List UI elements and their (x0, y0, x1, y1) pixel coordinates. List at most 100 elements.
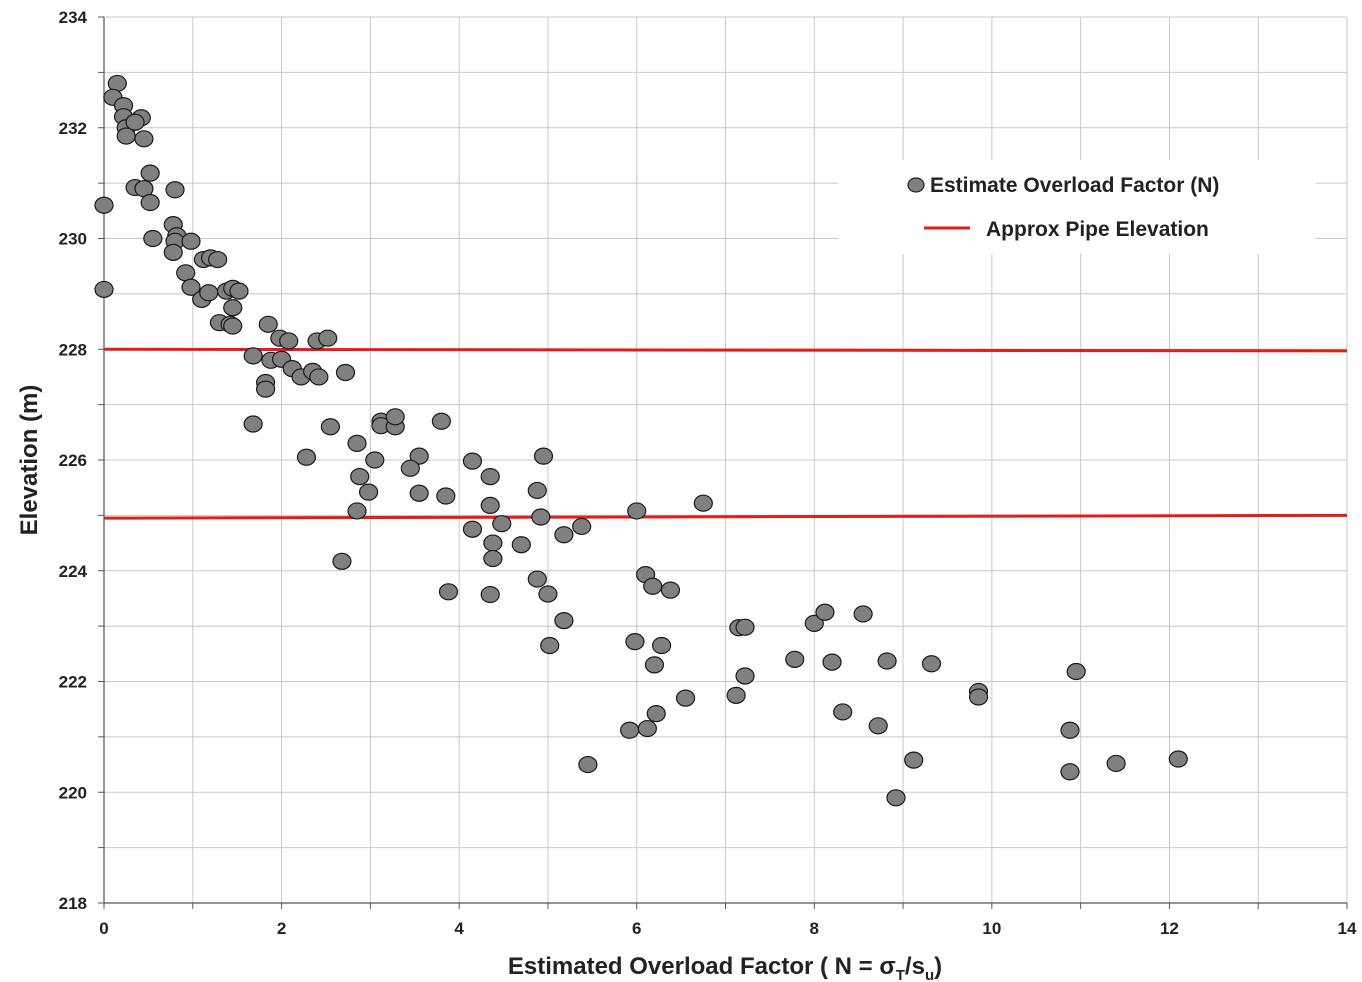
data-point (400, 459, 420, 477)
data-point (134, 130, 154, 148)
data-point (675, 689, 696, 707)
x-axis-title: Estimated Overload Factor ( N = σT/su) (508, 953, 942, 982)
x-axis-title-mid: /s (905, 953, 925, 980)
data-point (176, 264, 196, 282)
data-point (165, 181, 185, 199)
data-point (527, 481, 547, 500)
data-point (822, 653, 842, 671)
data-point (646, 705, 666, 723)
data-point (804, 614, 824, 632)
data-point (462, 520, 483, 538)
y-tick-label: 218 (59, 894, 87, 913)
data-point (208, 250, 228, 269)
y-tick-label: 224 (59, 562, 88, 581)
data-point (578, 755, 598, 774)
data-point (320, 418, 341, 436)
legend-marker-points (907, 177, 925, 193)
x-tick-label: 8 (810, 919, 819, 938)
y-tick-labels: 218 220 222 224 226 228 230 232 234 (59, 8, 88, 913)
x-axis-title-main: Estimated Overload Factor ( N = σ (508, 953, 896, 980)
data-point (693, 494, 713, 512)
data-point (660, 581, 681, 599)
data-point (347, 502, 367, 520)
data-point (480, 585, 500, 604)
data-point (1106, 754, 1126, 773)
data-point (531, 508, 551, 526)
x-axis-title-end: ) (934, 953, 942, 980)
legend-label-points: Estimate Overload Factor (N) (930, 174, 1219, 197)
data-point (116, 127, 136, 145)
data-point (651, 636, 672, 655)
y-tick-label: 226 (59, 451, 87, 470)
pipe-elevation-line (103, 513, 1348, 520)
data-point (255, 380, 276, 398)
data-point (644, 656, 665, 674)
x-axis-title-sub2: u (925, 967, 934, 982)
data-point (243, 415, 263, 433)
data-point (572, 517, 592, 536)
data-point (279, 332, 299, 350)
data-point (163, 243, 183, 261)
data-point (483, 549, 503, 568)
y-tick-label: 234 (59, 8, 88, 27)
data-point (350, 468, 370, 486)
data-point (833, 703, 853, 721)
x-axis-title-sub1: T (896, 967, 905, 982)
data-point (385, 408, 405, 426)
data-point (409, 484, 429, 502)
x-tick-label: 6 (632, 919, 641, 938)
y-axis-title: Elevation (m) (16, 385, 43, 536)
legend-box (838, 160, 1316, 254)
data-point (625, 633, 645, 651)
data-point (735, 667, 755, 685)
data-point (140, 193, 160, 212)
data-point (223, 317, 243, 335)
pipe-elevation-line (103, 347, 1348, 353)
data-point (785, 650, 805, 668)
x-tick-label: 12 (1160, 919, 1179, 938)
data-point (511, 536, 531, 554)
data-point (868, 717, 888, 735)
data-point (480, 496, 500, 515)
data-point (1060, 763, 1080, 781)
x-tick-label: 10 (982, 919, 1001, 938)
data-point (554, 611, 574, 630)
data-point (94, 196, 114, 214)
data-point (431, 412, 451, 430)
data-point (409, 447, 429, 465)
data-point (1060, 721, 1080, 739)
legend: Estimate Overload Factor (N) Approx Pipe… (838, 160, 1316, 254)
data-point (853, 605, 873, 623)
data-point (438, 583, 459, 601)
data-point (620, 721, 640, 739)
y-tick-label: 222 (59, 673, 87, 692)
data-point (643, 577, 663, 595)
data-point (296, 448, 317, 466)
data-points (94, 74, 1188, 807)
y-tick-label: 232 (59, 119, 87, 138)
x-tick-labels: 0 2 4 6 8 10 12 14 (99, 919, 1357, 938)
data-point (258, 315, 278, 333)
y-tick-label: 220 (59, 783, 87, 802)
data-point (143, 229, 163, 248)
data-point (318, 329, 338, 347)
data-point (538, 585, 558, 603)
data-point (436, 487, 456, 505)
data-point (904, 751, 924, 769)
data-point (462, 452, 483, 470)
data-point (877, 652, 897, 670)
pipe-elevation-lines (103, 347, 1348, 520)
data-point (637, 719, 657, 738)
data-point (181, 232, 201, 250)
data-point (483, 534, 503, 552)
x-tick-label: 0 (99, 919, 108, 938)
data-point (309, 368, 329, 386)
data-point (125, 113, 145, 131)
data-point (726, 686, 746, 704)
data-point (968, 688, 989, 706)
y-tick-label: 230 (59, 230, 87, 249)
data-point (94, 280, 114, 299)
data-point (480, 468, 500, 486)
data-point (527, 570, 547, 588)
